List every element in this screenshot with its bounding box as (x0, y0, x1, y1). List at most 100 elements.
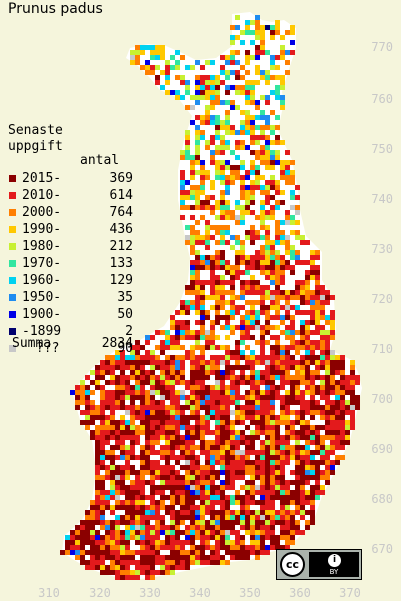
occurrence-square (170, 455, 175, 460)
occurrence-square (230, 375, 235, 380)
occurrence-square (295, 490, 300, 495)
occurrence-square (235, 545, 240, 550)
occurrence-square (200, 315, 205, 320)
occurrence-square (190, 510, 195, 515)
occurrence-square (135, 350, 140, 355)
occurrence-square (220, 530, 225, 535)
occurrence-square (180, 450, 185, 455)
occurrence-square (205, 450, 210, 455)
occurrence-square (280, 200, 285, 205)
occurrence-square (325, 425, 330, 430)
occurrence-square (205, 410, 210, 415)
occurrence-square (245, 175, 250, 180)
occurrence-square (205, 455, 210, 460)
occurrence-square (215, 370, 220, 375)
occurrence-square (210, 335, 215, 340)
occurrence-square (325, 300, 330, 305)
occurrence-square (310, 435, 315, 440)
occurrence-square (140, 545, 145, 550)
occurrence-square (195, 230, 200, 235)
occurrence-square (200, 390, 205, 395)
occurrence-square (260, 530, 265, 535)
occurrence-square (310, 410, 315, 415)
occurrence-square (270, 295, 275, 300)
occurrence-square (295, 195, 300, 200)
occurrence-square (220, 465, 225, 470)
occurrence-square (130, 420, 135, 425)
occurrence-square (180, 505, 185, 510)
occurrence-square (130, 555, 135, 560)
occurrence-square (170, 545, 175, 550)
occurrence-square (115, 455, 120, 460)
occurrence-square (215, 275, 220, 280)
occurrence-square (315, 345, 320, 350)
occurrence-square (295, 340, 300, 345)
occurrence-square (195, 385, 200, 390)
occurrence-square (270, 160, 275, 165)
occurrence-square (140, 445, 145, 450)
occurrence-square (100, 565, 105, 570)
occurrence-square (255, 385, 260, 390)
occurrence-square (250, 500, 255, 505)
occurrence-square (300, 390, 305, 395)
occurrence-square (265, 305, 270, 310)
occurrence-square (340, 445, 345, 450)
occurrence-square (105, 490, 110, 495)
occurrence-square (210, 395, 215, 400)
occurrence-square (200, 515, 205, 520)
occurrence-square (265, 230, 270, 235)
occurrence-square (195, 550, 200, 555)
occurrence-square (125, 535, 130, 540)
occurrence-square (170, 470, 175, 475)
occurrence-square (195, 445, 200, 450)
occurrence-square (195, 535, 200, 540)
occurrence-square (250, 490, 255, 495)
occurrence-square (170, 420, 175, 425)
occurrence-square (275, 115, 280, 120)
occurrence-square (205, 405, 210, 410)
occurrence-square (125, 455, 130, 460)
occurrence-square (120, 360, 125, 365)
occurrence-square (165, 405, 170, 410)
occurrence-square (240, 125, 245, 130)
occurrence-square (125, 500, 130, 505)
occurrence-square (305, 360, 310, 365)
occurrence-square (235, 60, 240, 65)
occurrence-square (225, 345, 230, 350)
occurrence-square (175, 410, 180, 415)
occurrence-square (255, 290, 260, 295)
occurrence-square (275, 285, 280, 290)
occurrence-square (130, 430, 135, 435)
occurrence-square (175, 335, 180, 340)
occurrence-square (290, 510, 295, 515)
occurrence-square (275, 150, 280, 155)
occurrence-square (180, 560, 185, 565)
occurrence-square (275, 420, 280, 425)
occurrence-square (340, 415, 345, 420)
occurrence-square (220, 55, 225, 60)
occurrence-square (235, 535, 240, 540)
occurrence-square (165, 415, 170, 420)
occurrence-square (165, 65, 170, 70)
occurrence-square (225, 370, 230, 375)
occurrence-square (285, 245, 290, 250)
y-axis-label: 760 (371, 92, 393, 106)
occurrence-square (315, 460, 320, 465)
occurrence-square (285, 490, 290, 495)
occurrence-square (245, 185, 250, 190)
occurrence-square (235, 470, 240, 475)
occurrence-square (120, 570, 125, 575)
cc-by-license-badge[interactable]: cc i BY (276, 549, 362, 580)
occurrence-square (175, 375, 180, 380)
occurrence-square (275, 280, 280, 285)
occurrence-square (85, 535, 90, 540)
occurrence-square (295, 350, 300, 355)
occurrence-square (145, 355, 150, 360)
occurrence-square (220, 470, 225, 475)
occurrence-square (250, 475, 255, 480)
occurrence-square (120, 465, 125, 470)
occurrence-square (200, 295, 205, 300)
occurrence-square (90, 435, 95, 440)
occurrence-square (145, 525, 150, 530)
occurrence-square (135, 440, 140, 445)
